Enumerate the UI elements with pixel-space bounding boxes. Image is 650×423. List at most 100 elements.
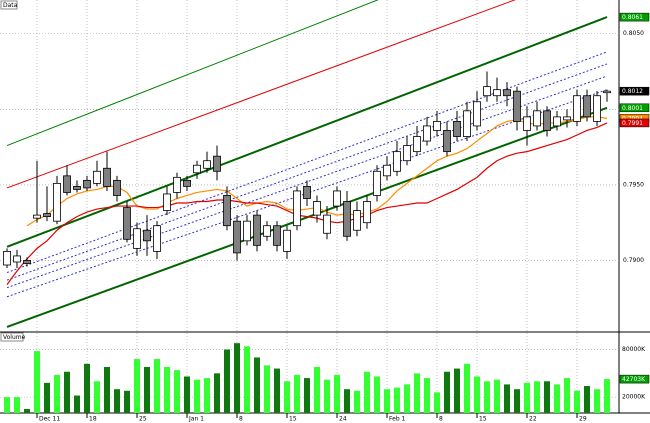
candle-body [503, 89, 511, 97]
candle-body [163, 193, 171, 211]
candle-body [373, 170, 381, 196]
candle-body [473, 101, 481, 127]
volume-bar [574, 390, 580, 413]
candle-body [353, 210, 361, 231]
candle-body [103, 167, 111, 187]
price-label-box [619, 12, 650, 22]
y-tick-label: 20000K [622, 394, 646, 401]
price-label: 0.8061 [622, 14, 643, 21]
candle-body [343, 201, 351, 237]
volume-bar [104, 366, 110, 413]
candle-body [213, 155, 221, 172]
volume-bar [534, 381, 540, 413]
candle-body [243, 220, 251, 242]
volume-title: Volume [3, 334, 26, 341]
candle-body [33, 214, 41, 219]
price-label: 0.7991 [622, 120, 643, 127]
x-tick-label: Jan 1 [188, 416, 204, 423]
volume-bar [594, 389, 600, 413]
volume-bar [174, 370, 180, 413]
trend-line [6, 0, 516, 189]
y-tick-label: 0.7900 [623, 257, 644, 264]
volume-bar [214, 373, 220, 413]
trend-line [6, 0, 379, 147]
volume-bar [264, 365, 270, 413]
volume-bar [14, 397, 20, 413]
volume-bar [504, 384, 510, 413]
candle-body [93, 170, 101, 184]
volume-label-box [619, 374, 650, 384]
candle-body [313, 201, 321, 216]
volume-bar [284, 381, 290, 413]
candle-body [563, 116, 571, 121]
candle-body [173, 176, 181, 193]
x-tick-label: 8 [439, 416, 443, 423]
y-tick-label: 0.7950 [623, 181, 644, 188]
candle-body [113, 179, 121, 196]
candle-body [63, 175, 71, 193]
volume-bar [514, 389, 520, 413]
candle-body [423, 125, 431, 142]
candle-body [383, 164, 391, 177]
candle-body [403, 145, 411, 162]
candle-body [23, 260, 31, 264]
volume-bar [54, 374, 60, 413]
volume-bar [544, 381, 550, 413]
candle-body [513, 90, 521, 122]
price-label-box [619, 86, 650, 96]
volume-bar [74, 395, 80, 413]
volume-bar [224, 349, 230, 413]
volume-bar [584, 386, 590, 413]
candle-body [293, 190, 301, 227]
candle-body [73, 186, 81, 190]
candle-body [363, 201, 371, 224]
candle-body [463, 110, 471, 137]
volume-bar [164, 366, 170, 413]
candle-body [453, 121, 461, 137]
candle-body [433, 121, 441, 131]
volume-bar [114, 389, 120, 413]
volume-bar [24, 409, 30, 413]
candle-body [13, 255, 21, 263]
trend-line [6, 106, 608, 328]
volume-bar [564, 378, 570, 413]
candle-body [43, 213, 51, 218]
price-label-box [619, 103, 650, 113]
volume-bar [444, 371, 450, 413]
candle-body [123, 207, 131, 240]
volume-bar [494, 379, 500, 413]
candle-body [493, 89, 501, 97]
volume-bar [234, 343, 240, 413]
x-tick-label: 29 [579, 416, 587, 423]
candle-body [333, 190, 341, 207]
price-label-box [619, 118, 650, 128]
candle-body [83, 179, 91, 189]
candle-body [323, 214, 331, 234]
candle-body [183, 179, 191, 187]
candle-body [203, 160, 211, 169]
volume-title-box [0, 332, 24, 342]
volume-bar [94, 381, 100, 413]
y-tick-label: 80000K [622, 346, 646, 353]
candle-body [253, 214, 261, 246]
volume-bar [484, 381, 490, 413]
volume-bar [194, 379, 200, 413]
volume-bar [604, 379, 610, 413]
volume-bar [154, 359, 160, 413]
volume-bar [124, 390, 130, 413]
price-label: 0.8001 [622, 105, 643, 112]
volume-bar [344, 389, 350, 413]
candle-body [263, 225, 271, 237]
candle-body [133, 228, 141, 249]
candle-body [153, 225, 161, 252]
x-tick-label: 24 [339, 416, 347, 423]
volume-bar [364, 371, 370, 413]
candle-body [193, 164, 201, 174]
volume-bar [434, 392, 440, 413]
volume-bar [64, 371, 70, 413]
candle-body [233, 220, 241, 254]
volume-bar [324, 379, 330, 413]
candle-body [573, 95, 581, 122]
candle-body [543, 110, 551, 131]
